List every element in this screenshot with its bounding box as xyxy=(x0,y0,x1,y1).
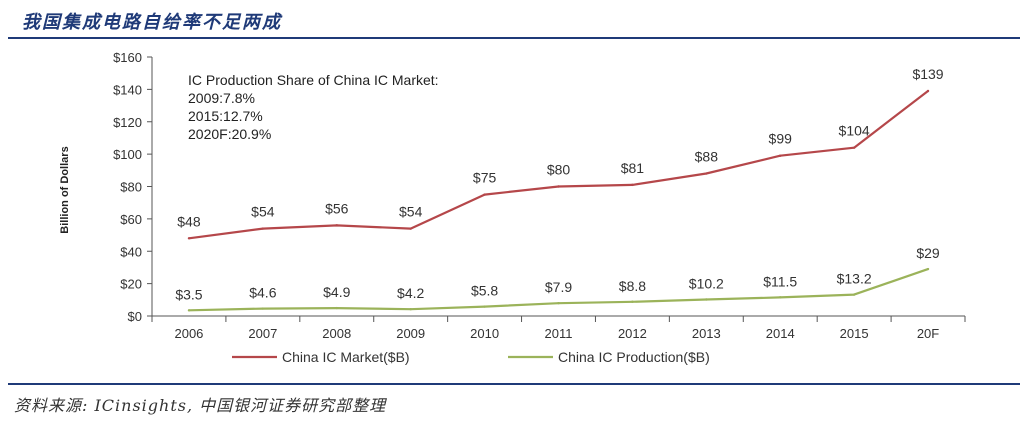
y-tick-label: $20 xyxy=(120,277,142,292)
chart-annotation: IC Production Share of China IC Market: 2… xyxy=(188,72,439,142)
data-label: $13.2 xyxy=(837,271,872,287)
x-tick-label: 2008 xyxy=(322,326,351,341)
data-point xyxy=(631,183,634,187)
data-point xyxy=(409,227,412,230)
x-tick-label: 2010 xyxy=(470,326,499,341)
data-point xyxy=(631,300,634,303)
data-point xyxy=(705,298,708,301)
data-label: $104 xyxy=(839,123,870,139)
data-label: $4.9 xyxy=(323,284,350,300)
legend-label: China IC Production($B) xyxy=(558,349,710,365)
data-label: $54 xyxy=(399,204,423,220)
x-tick-label: 2009 xyxy=(396,326,425,341)
y-tick-label: $80 xyxy=(120,180,142,195)
data-point xyxy=(926,267,930,271)
x-tick-label: 20F xyxy=(917,326,939,341)
data-point xyxy=(557,185,560,188)
annotation-line: 2009:7.8% xyxy=(188,90,255,106)
data-label: $29 xyxy=(916,245,940,261)
y-tick-label: $0 xyxy=(128,309,142,324)
data-point xyxy=(335,224,338,227)
x-tick-label: 2014 xyxy=(766,326,795,341)
series-group: $48 $54 $56 $54 $75 $80 $81 $88 $99 $104 $139 $3.5 $… xyxy=(175,66,944,312)
data-label: $4.6 xyxy=(249,285,276,301)
data-label: $80 xyxy=(547,162,571,178)
page-title: 我国集成电路自给率不足两成 xyxy=(22,12,282,33)
data-label: $4.2 xyxy=(397,285,424,301)
data-point xyxy=(483,193,486,196)
data-point xyxy=(852,293,856,296)
top-divider xyxy=(8,37,1020,39)
data-label: $54 xyxy=(251,204,275,220)
x-tick-label: 2015 xyxy=(840,326,869,341)
data-point xyxy=(926,89,930,93)
data-label: $88 xyxy=(695,149,719,165)
legend: China IC Market($B) China IC Production($… xyxy=(232,349,710,365)
source-note: 资料来源: ICinsights, 中国银河证券研究部整理 xyxy=(14,396,387,415)
annotation-line: 2020F:20.9% xyxy=(188,126,271,142)
data-label: $56 xyxy=(325,200,349,216)
data-point xyxy=(483,305,486,308)
data-label: $48 xyxy=(177,213,201,229)
data-point xyxy=(705,172,708,175)
data-label: $5.8 xyxy=(471,283,498,299)
y-tick-label: $160 xyxy=(113,50,142,65)
axes: $0 $20 $40 $60 $80 $100 $120 $140 $160 2006 2007 20… xyxy=(113,50,966,341)
data-label: $99 xyxy=(769,131,793,147)
data-point xyxy=(779,296,782,299)
data-label: $3.5 xyxy=(175,286,202,302)
data-label: $11.5 xyxy=(763,273,797,289)
data-label: $7.9 xyxy=(545,279,572,295)
x-tick-label: 2013 xyxy=(692,326,721,341)
y-tick-label: $140 xyxy=(113,82,142,97)
data-point xyxy=(187,237,191,240)
bottom-divider xyxy=(8,383,1020,385)
annotation-line: IC Production Share of China IC Market: xyxy=(188,72,439,88)
data-point xyxy=(557,302,560,305)
x-tick-label: 2011 xyxy=(545,326,573,341)
annotation-line: 2015:12.7% xyxy=(188,108,263,124)
data-point xyxy=(187,309,191,312)
y-tick-label: $120 xyxy=(113,115,142,130)
data-point xyxy=(335,306,338,310)
line-chart: IC Production Share of China IC Market: 2… xyxy=(59,50,966,365)
data-point xyxy=(409,308,412,311)
x-tick-label: 2006 xyxy=(174,326,203,341)
y-tick-label: $40 xyxy=(120,244,142,259)
x-tick-label: 2007 xyxy=(248,326,277,341)
data-label: $75 xyxy=(473,170,497,186)
x-tick-label: 2012 xyxy=(618,326,647,341)
data-label: $81 xyxy=(621,160,645,176)
data-label: $139 xyxy=(912,66,943,82)
data-point xyxy=(261,307,265,310)
y-axis-label: Billion of Dollars xyxy=(59,146,71,233)
y-tick-label: $60 xyxy=(120,212,142,227)
data-point xyxy=(852,146,856,149)
data-label: $10.2 xyxy=(689,275,724,291)
data-label: $8.8 xyxy=(619,278,646,294)
legend-label: China IC Market($B) xyxy=(282,349,410,365)
data-point xyxy=(779,154,782,157)
data-point xyxy=(261,227,265,230)
y-tick-label: $100 xyxy=(113,147,142,162)
